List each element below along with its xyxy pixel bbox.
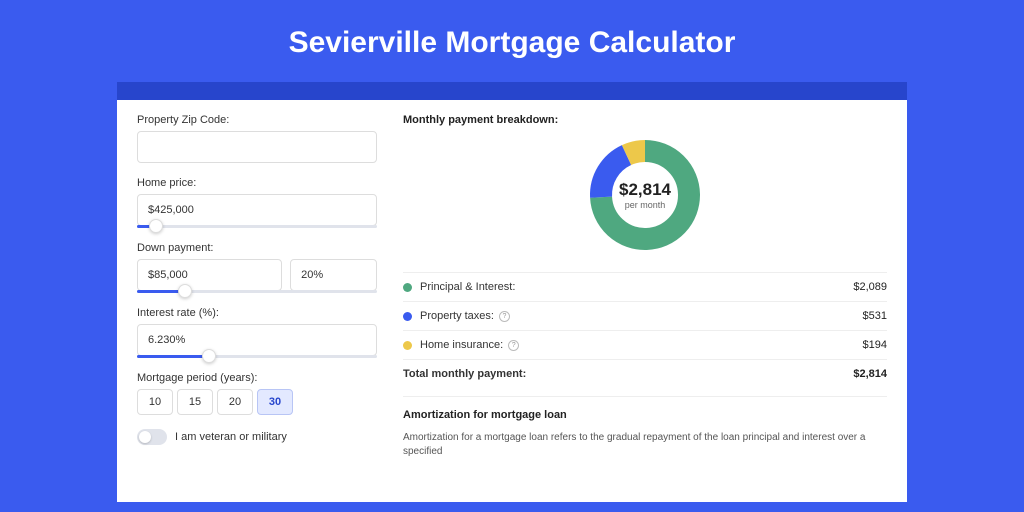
period-button-15[interactable]: 15 (177, 389, 213, 415)
down-payment-label: Down payment: (137, 242, 377, 254)
calculator-card: Property Zip Code: Home price: Down paym… (117, 100, 907, 502)
home-price-group: Home price: (137, 177, 377, 228)
breakdown-row-tax: Property taxes:? $531 (403, 301, 887, 330)
breakdown-title: Monthly payment breakdown: (403, 114, 887, 126)
period-button-20[interactable]: 20 (217, 389, 253, 415)
page-title: Sevierville Mortgage Calculator (0, 0, 1024, 82)
breakdown-label: Principal & Interest: (420, 281, 853, 293)
down-payment-slider[interactable] (137, 290, 377, 293)
interest-rate-label: Interest rate (%): (137, 307, 377, 319)
breakdown-total-label: Total monthly payment: (403, 368, 853, 380)
interest-rate-slider[interactable] (137, 355, 377, 358)
period-buttons: 10 15 20 30 (137, 389, 377, 415)
period-label: Mortgage period (years): (137, 372, 377, 384)
form-column: Property Zip Code: Home price: Down paym… (137, 114, 377, 502)
interest-rate-group: Interest rate (%): (137, 307, 377, 358)
home-price-label: Home price: (137, 177, 377, 189)
panel-backdrop: Property Zip Code: Home price: Down paym… (117, 82, 907, 502)
info-icon[interactable]: ? (499, 311, 510, 322)
info-icon[interactable]: ? (508, 340, 519, 351)
slider-thumb-icon[interactable] (202, 349, 216, 363)
dot-icon (403, 341, 412, 350)
donut-chart-wrap: $2,814 per month (403, 136, 887, 254)
zip-input[interactable] (137, 131, 377, 163)
home-price-slider[interactable] (137, 225, 377, 228)
donut-center: $2,814 per month (586, 136, 704, 254)
down-payment-group: Down payment: (137, 242, 377, 293)
veteran-row: I am veteran or military (137, 429, 377, 445)
breakdown-value: $2,089 (853, 281, 887, 293)
veteran-label: I am veteran or military (175, 431, 287, 443)
amortization-section: Amortization for mortgage loan Amortizat… (403, 396, 887, 459)
period-button-30[interactable]: 30 (257, 389, 293, 415)
down-payment-amount-input[interactable] (137, 259, 282, 291)
donut-sub: per month (625, 200, 666, 210)
amortization-text: Amortization for a mortgage loan refers … (403, 431, 887, 459)
amortization-title: Amortization for mortgage loan (403, 409, 887, 421)
breakdown-label: Property taxes:? (420, 310, 863, 322)
dot-icon (403, 283, 412, 292)
dot-icon (403, 312, 412, 321)
breakdown-label: Home insurance:? (420, 339, 863, 351)
veteran-toggle[interactable] (137, 429, 167, 445)
slider-thumb-icon[interactable] (149, 219, 163, 233)
breakdown-row-ins: Home insurance:? $194 (403, 330, 887, 359)
slider-thumb-icon[interactable] (178, 284, 192, 298)
donut-chart: $2,814 per month (586, 136, 704, 254)
period-button-10[interactable]: 10 (137, 389, 173, 415)
interest-rate-input[interactable] (137, 324, 377, 356)
breakdown-total-value: $2,814 (853, 368, 887, 380)
zip-label: Property Zip Code: (137, 114, 377, 126)
breakdown-row-total: Total monthly payment: $2,814 (403, 359, 887, 388)
down-payment-pct-input[interactable] (290, 259, 377, 291)
breakdown-row-pi: Principal & Interest: $2,089 (403, 272, 887, 301)
breakdown-value: $194 (863, 339, 887, 351)
zip-group: Property Zip Code: (137, 114, 377, 163)
breakdown-value: $531 (863, 310, 887, 322)
home-price-input[interactable] (137, 194, 377, 226)
donut-value: $2,814 (619, 180, 671, 200)
breakdown-column: Monthly payment breakdown: $2,814 per mo… (403, 114, 887, 502)
period-group: Mortgage period (years): 10 15 20 30 (137, 372, 377, 415)
